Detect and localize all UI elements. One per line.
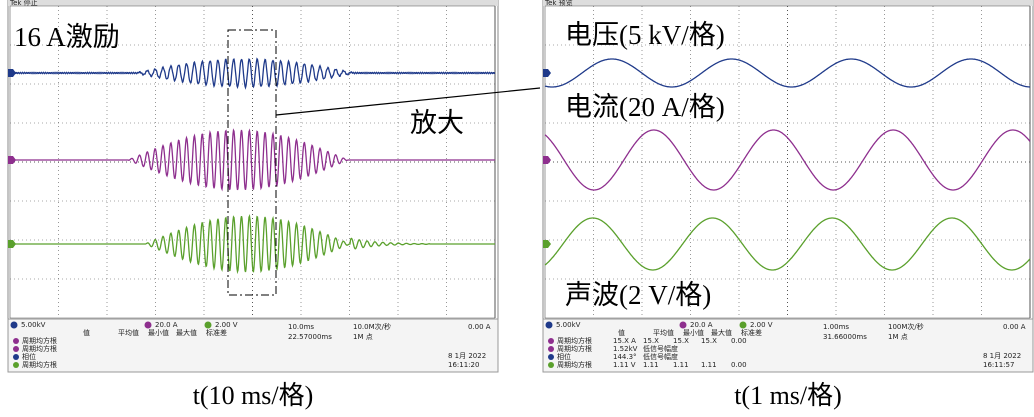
trigger-level: 0.00 A <box>468 323 491 331</box>
scope-header: Tek 预览 <box>544 0 573 7</box>
measure-header: 平均值 <box>653 328 674 337</box>
measure-cell: 1.11 <box>701 361 717 369</box>
measure-cell: 0.00 <box>731 337 747 345</box>
measure-header: 平均值 <box>118 328 139 337</box>
measure-header: 最小值 <box>683 328 704 337</box>
measure-cell: 1.11 <box>643 361 659 369</box>
measure-cell: 1.11 V <box>613 361 636 369</box>
date: 8 1月 2022 <box>983 352 1021 360</box>
channel-badge <box>545 321 553 329</box>
zoom-leader <box>275 87 541 116</box>
measure-badge <box>548 338 554 344</box>
measure-badge <box>548 354 554 360</box>
trigger-pos: 31.66000ms <box>823 333 867 341</box>
measure-header: 值 <box>83 328 90 337</box>
measure-badge <box>13 354 19 360</box>
date: 8 1月 2022 <box>448 352 486 360</box>
measure-badge <box>548 346 554 352</box>
trigger-level: 0.00 A <box>1003 323 1026 331</box>
acoustic-label: 声波(2 V/格) <box>565 280 711 310</box>
channel-badge <box>10 321 18 329</box>
measure-cell: 相位 <box>557 352 571 361</box>
measure-header: 最大值 <box>176 328 197 337</box>
measure-badge <box>13 338 19 344</box>
measure-cell: 15.X <box>701 337 717 345</box>
trigger-pos: 22.57000ms <box>288 333 332 341</box>
waveform-current <box>10 128 495 192</box>
zoom-box <box>227 29 277 296</box>
voltage-label: 电压(5 kV/格) <box>565 20 725 50</box>
measure-cell: 144.3° <box>613 353 637 361</box>
measure-badge <box>13 362 19 368</box>
status-bar <box>7 318 499 373</box>
channel-scale: 20.0 A <box>690 321 713 329</box>
measure-badge <box>548 362 554 368</box>
measure-cell: 1.52kV <box>613 345 638 353</box>
timebase: 1.00ms <box>823 323 849 331</box>
measure-header: 最大值 <box>711 328 732 337</box>
measure-header: 标准差 <box>206 328 227 337</box>
measure-cell: 15.X A <box>613 337 636 345</box>
channel-scale: 5.00kV <box>21 321 46 329</box>
measure-cell: 周期均方根 <box>22 360 57 369</box>
measure-cell: 低信号幅度 <box>643 344 678 353</box>
channel-scale: 2.00 V <box>750 321 773 329</box>
channel-badge <box>144 321 152 329</box>
measure-cell: 周期均方根 <box>557 344 592 353</box>
scope-header: Tek 停止 <box>9 0 38 7</box>
waveform-current <box>544 129 1031 191</box>
waveform-acoustic <box>10 214 495 275</box>
measure-cell: 15.X <box>643 337 659 345</box>
channel-scale: 20.0 A <box>155 321 178 329</box>
measure-header: 标准差 <box>741 328 762 337</box>
channel-scale: 5.00kV <box>556 321 581 329</box>
waveform-voltage <box>544 58 1030 88</box>
measure-cell: 周期均方根 <box>22 336 57 345</box>
measure-header: 值 <box>618 328 625 337</box>
measure-cell: 1.11 <box>673 361 689 369</box>
waveform-acoustic <box>544 217 1031 271</box>
channel-badge <box>739 321 747 329</box>
measure-cell: 周期均方根 <box>22 344 57 353</box>
measure-cell: 周期均方根 <box>557 360 592 369</box>
status-bar <box>542 318 1034 373</box>
time: 16:11:20 <box>448 361 479 369</box>
measure-header: 最小值 <box>148 328 169 337</box>
sample-rate: 100M次/秒 <box>888 322 924 331</box>
time: 16:11:57 <box>983 361 1014 369</box>
channel-marker <box>543 69 551 77</box>
sample-rate: 10.0M次/秒 <box>353 322 391 331</box>
channel-marker <box>543 156 551 164</box>
x-axis-label: t(10 ms/格) <box>193 381 314 410</box>
zoom-label: 放大 <box>410 108 464 138</box>
excitation-label: 16 A激励 <box>14 22 120 52</box>
timebase: 10.0ms <box>288 323 314 331</box>
measure-cell: 15.X <box>673 337 689 345</box>
x-axis-label: t(1 ms/格) <box>734 381 842 410</box>
measure-cell: 相位 <box>22 352 36 361</box>
channel-badge <box>204 321 212 329</box>
channel-badge <box>679 321 687 329</box>
channel-scale: 2.00 V <box>215 321 238 329</box>
current-label: 电流(20 A/格) <box>565 92 725 122</box>
header-bar <box>543 0 1033 6</box>
measure-cell: 0.00 <box>731 361 747 369</box>
channel-marker <box>543 240 551 248</box>
waveform-voltage <box>9 57 496 90</box>
record-length: 1M 点 <box>888 333 908 341</box>
measure-cell: 低信号幅度 <box>643 352 678 361</box>
header-bar <box>8 0 498 6</box>
record-length: 1M 点 <box>353 333 373 341</box>
measure-cell: 周期均方根 <box>557 336 592 345</box>
measure-badge <box>13 346 19 352</box>
